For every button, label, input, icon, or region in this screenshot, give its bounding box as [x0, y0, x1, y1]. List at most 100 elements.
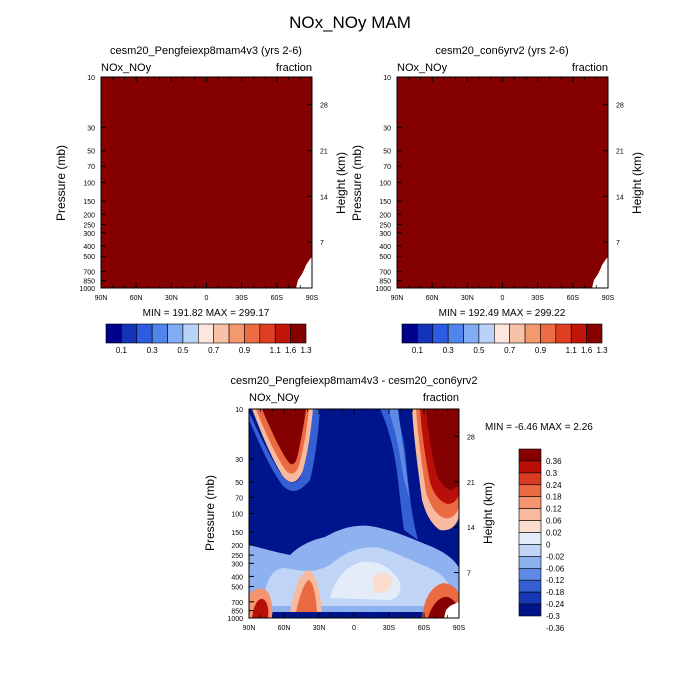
pressure-tick-label: 150 [379, 199, 391, 206]
panel-1-stats: MIN = 191.82 MAX = 299.17 [143, 308, 270, 319]
colorbar-label: 0.18 [546, 493, 562, 502]
colorbar-swatch [290, 323, 307, 344]
colorbar-label: -0.02 [546, 552, 565, 561]
colorbar-swatch [182, 323, 199, 344]
pressure-tick-label: 250 [231, 553, 243, 560]
pressure-tick-label: 100 [379, 181, 391, 188]
diff-lobe-sh-center [426, 409, 459, 490]
colorbar-swatch [167, 323, 184, 344]
latitude-tick-label: 30S [531, 295, 544, 302]
colorbar-swatch [518, 520, 542, 533]
latitude-tick-label: 90S [306, 295, 319, 302]
colorbar-swatch [401, 323, 418, 344]
pressure-tick-label: 100 [83, 181, 95, 188]
height-tick-label: 14 [616, 194, 624, 201]
height-tick-label: 21 [467, 480, 475, 487]
height-tick-label: 21 [616, 149, 624, 156]
panel-2-colorbar: 0.1 0.3 0.5 0.7 0.9 1.1 1.31.6 [401, 323, 608, 355]
diff-surface-nh-core [252, 598, 269, 618]
latitude-tick-label: 90S [602, 295, 615, 302]
pressure-tick-label: 300 [379, 231, 391, 238]
colorbar-swatch [494, 323, 510, 344]
colorbar-label: 1.1 [270, 346, 282, 355]
height-tick-label: 7 [320, 240, 324, 247]
latitude-tick-label: 0 [501, 295, 505, 302]
pressure-tick-label: 700 [83, 270, 95, 277]
colorbar-label: 1.6 [285, 346, 297, 355]
colorbar-label: 0.1 [116, 346, 128, 355]
colorbar-swatch [518, 532, 542, 545]
colorbar-swatch [228, 323, 245, 344]
colorbar-swatch [518, 472, 542, 486]
latitude-tick-label: 0 [352, 625, 356, 632]
panel-3-latitude-ticks: 90N 60N 30N 0 30S 60S 90S [243, 409, 466, 632]
pressure-tick-label: 10 [235, 407, 243, 414]
colorbar-swatch [509, 323, 526, 344]
pressure-tick-label: 150 [231, 530, 243, 537]
pressure-tick-label: 250 [83, 222, 95, 229]
pressure-tick-label: 10 [87, 75, 95, 82]
pressure-tick-label: 850 [379, 279, 391, 286]
colorbar-label: 1.3 [300, 346, 312, 355]
pressure-tick-label: 700 [231, 600, 243, 607]
latitude-tick-label: 30N [461, 295, 474, 302]
height-tick-label: 28 [467, 434, 475, 441]
panel-3-height-ticks: 28 21 14 7 [454, 434, 475, 578]
pressure-tick-label: 1000 [227, 616, 243, 623]
latitude-tick-label: 30N [165, 295, 178, 302]
colorbar-swatch [244, 323, 261, 344]
pressure-tick-label: 30 [383, 125, 391, 132]
colorbar-label: 0.24 [546, 481, 562, 490]
colorbar-swatch [518, 579, 542, 593]
pressure-tick-label: 70 [383, 164, 391, 171]
panel-2: cesm20_con6yrv2 (yrs 2-6) NOx_NOy fracti… [350, 45, 644, 355]
colorbar-label: 0.12 [546, 505, 562, 514]
panel-1-ylabel-right: Height (km) [334, 152, 348, 214]
colorbar-swatch [432, 323, 449, 344]
pressure-tick-label: 100 [231, 512, 243, 519]
colorbar-label: 0.9 [535, 346, 547, 355]
panel-2-surface-mask [592, 257, 608, 288]
panel-2-ylabel: Pressure (mb) [350, 145, 364, 221]
pressure-tick-label: 70 [87, 164, 95, 171]
colorbar-label: -0.24 [546, 600, 565, 609]
colorbar-swatch [518, 448, 542, 462]
colorbar-label: 1.6 [581, 346, 593, 355]
latitude-tick-label: 30S [235, 295, 248, 302]
colorbar-label: -0.3 [546, 612, 560, 621]
panel-1-variable-label: NOx_NOy [101, 62, 152, 74]
pressure-tick-label: 400 [231, 574, 243, 581]
colorbar-swatch [518, 460, 542, 474]
pressure-tick-label: 50 [235, 480, 243, 487]
colorbar-swatch [151, 323, 168, 344]
colorbar-swatch [518, 508, 542, 521]
colorbar-label: -0.18 [546, 588, 565, 597]
latitude-tick-label: 30S [383, 625, 396, 632]
latitude-tick-label: 90S [453, 625, 466, 632]
colorbar-label: 1.3 [596, 346, 608, 355]
height-tick-label: 14 [320, 194, 328, 201]
panel-3-variable-label: NOx_NOy [249, 392, 300, 404]
panel-2-height-ticks: 28 21 14 7 [603, 103, 624, 247]
panel-3-ylabel: Pressure (mb) [203, 475, 217, 551]
colorbar-swatch [417, 323, 434, 344]
panel-3-ylabel-right: Height (km) [481, 482, 495, 544]
colorbar-label: 0.7 [504, 346, 516, 355]
colorbar-label: -0.36 [546, 624, 565, 633]
pressure-tick-label: 200 [379, 212, 391, 219]
height-tick-label: 28 [616, 103, 624, 110]
colorbar-swatch [105, 323, 122, 344]
height-tick-label: 28 [320, 103, 328, 110]
panel-1-field [101, 77, 312, 288]
pressure-tick-label: 70 [235, 495, 243, 502]
colorbar-swatch [198, 323, 214, 344]
pressure-tick-label: 200 [231, 543, 243, 550]
panel-2-stats: MIN = 192.49 MAX = 299.22 [439, 308, 566, 319]
panel-1-ylabel: Pressure (mb) [54, 145, 68, 221]
height-tick-label: 14 [467, 525, 475, 532]
colorbar-swatch [463, 323, 480, 344]
diff-trop-nh-red [296, 580, 317, 612]
colorbar-swatch [540, 323, 557, 344]
